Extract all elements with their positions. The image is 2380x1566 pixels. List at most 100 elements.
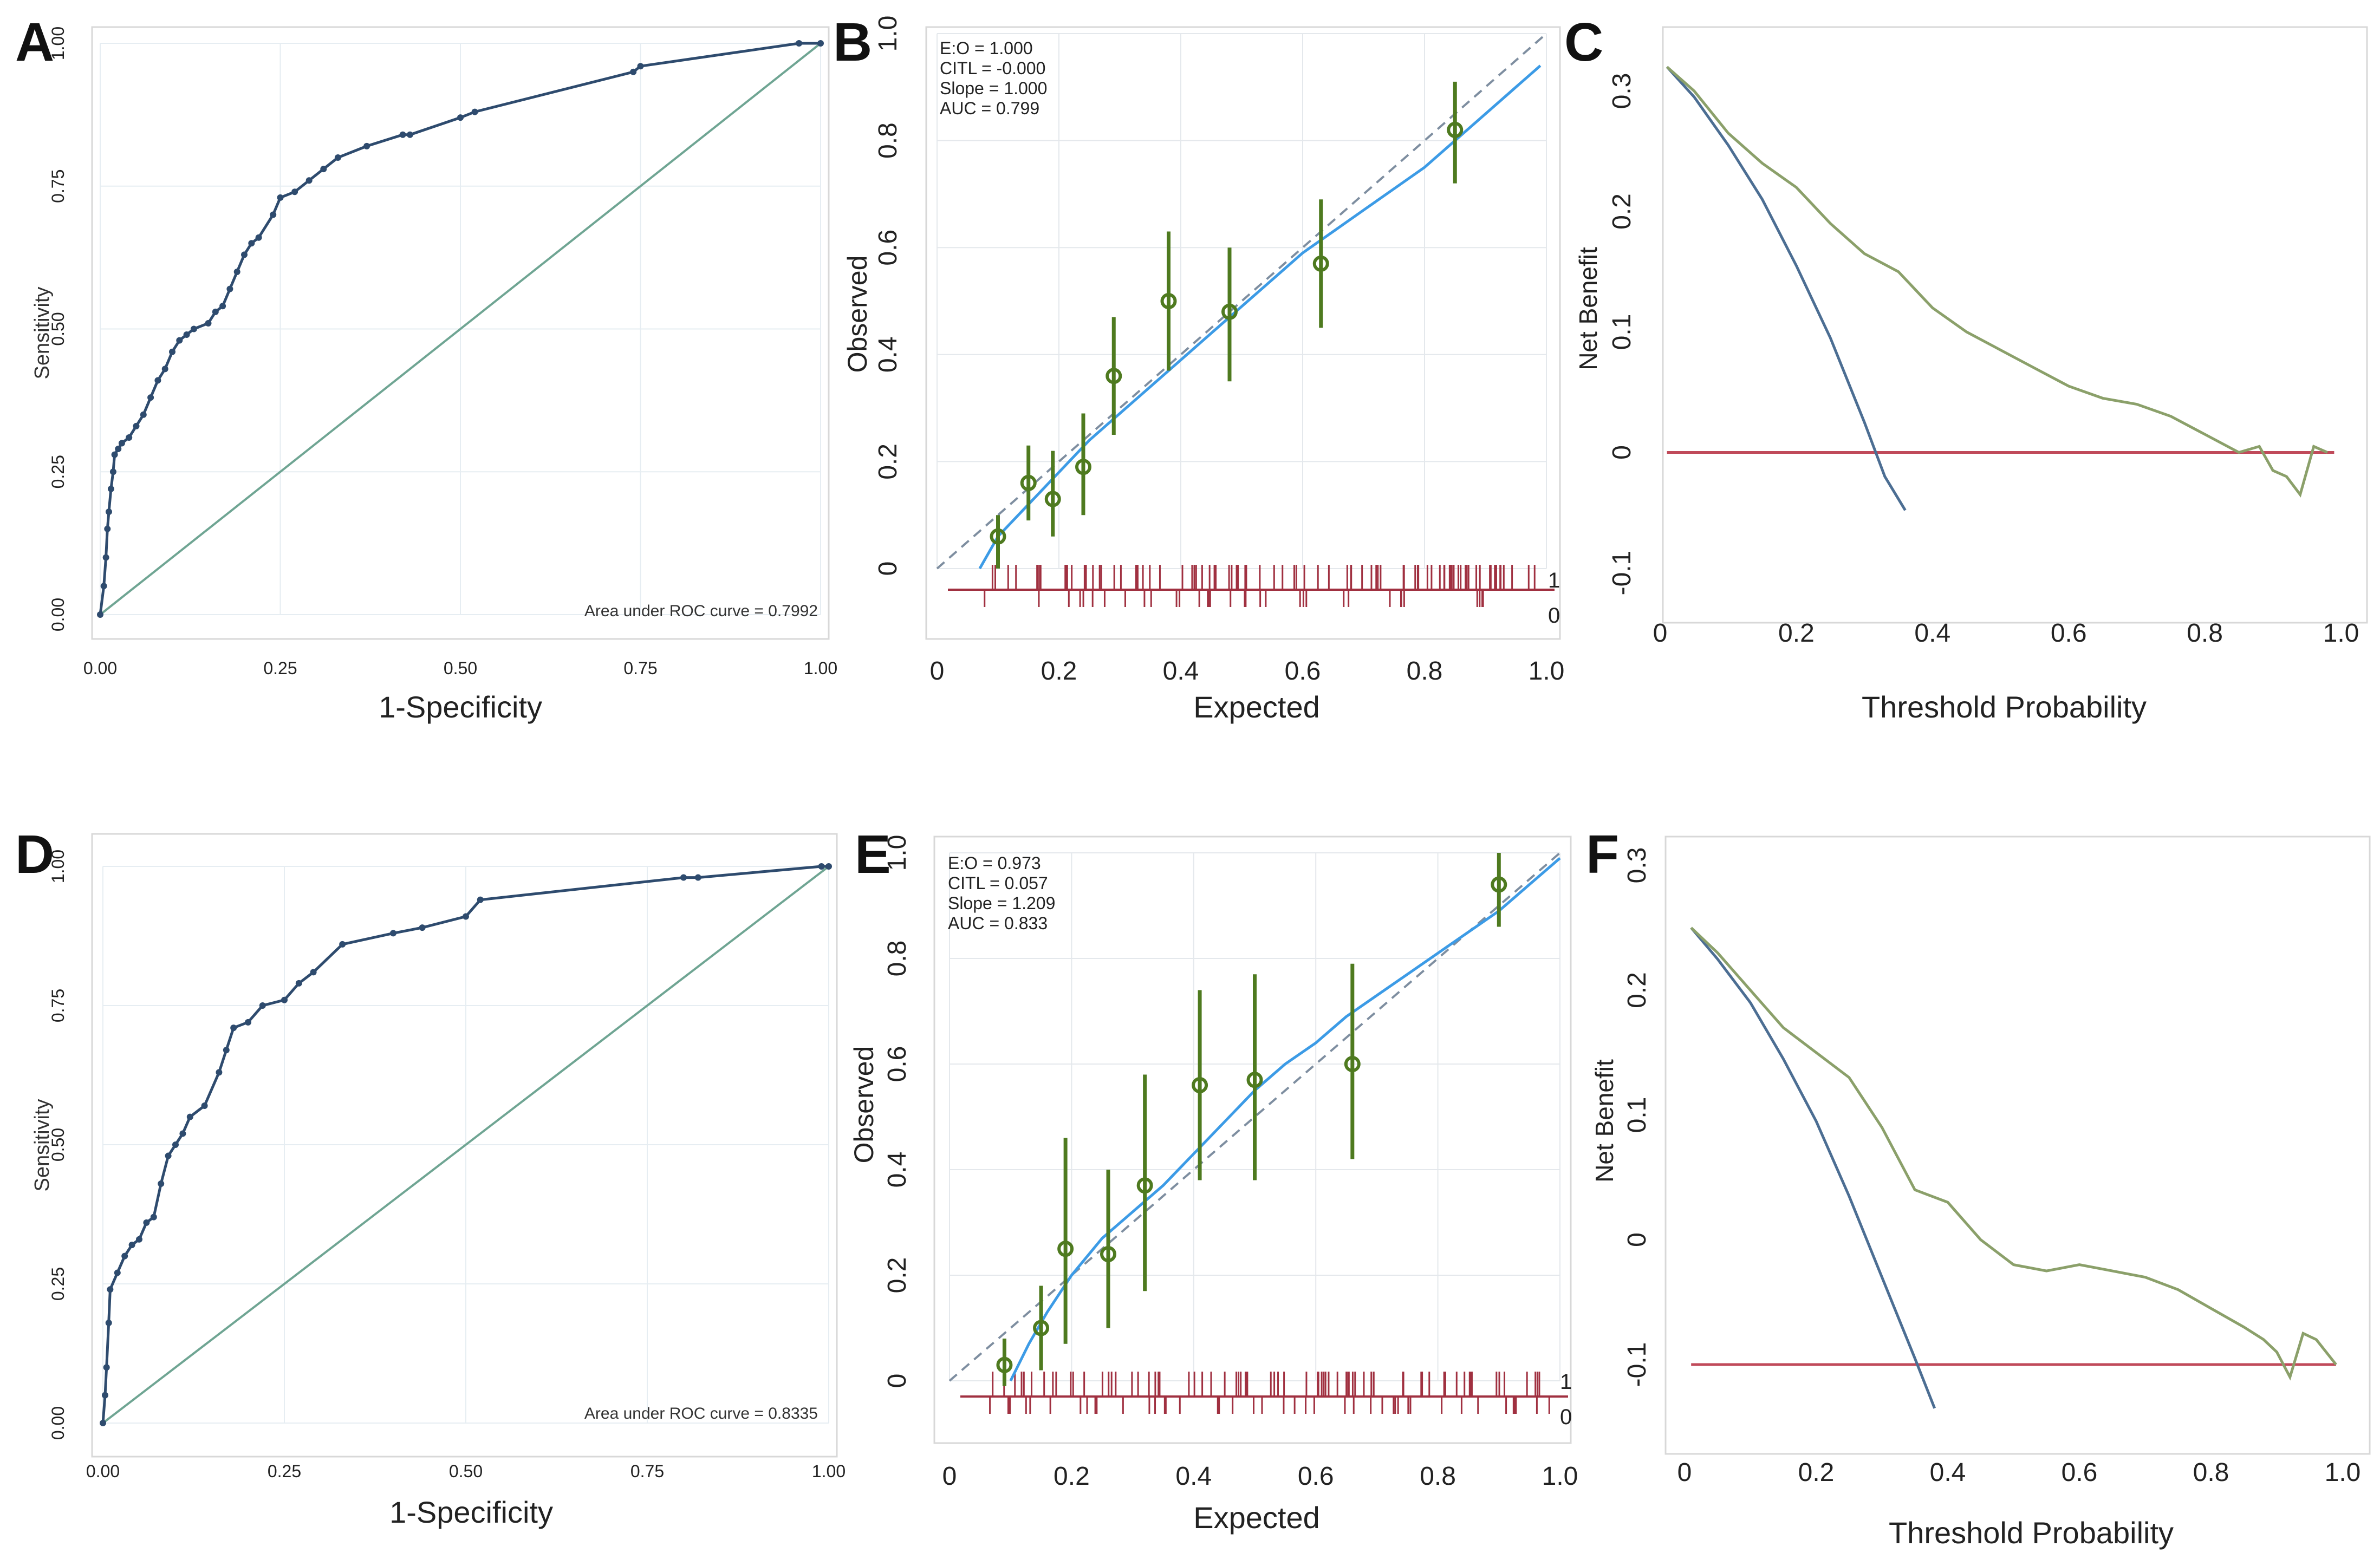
- roc-point: [205, 319, 212, 327]
- y-axis-label: Net Benefit: [1590, 1059, 1618, 1183]
- x-tick-labels: 0.00 0.25 0.50 0.75 1.00: [86, 1461, 846, 1481]
- group-point: [1044, 491, 1061, 507]
- model-curve: [1666, 66, 2328, 498]
- x-tick-label: 1.00: [804, 658, 837, 678]
- x-tick-label: 0.6: [2062, 1458, 2098, 1487]
- roc-point: [115, 446, 122, 453]
- x-tick-label: 0.8: [2187, 619, 2223, 648]
- panel-label: D: [15, 824, 54, 885]
- y-axis-label: Observed: [842, 256, 873, 373]
- treat-all-curve: [1690, 926, 1936, 1409]
- roc-point: [172, 1141, 179, 1148]
- y-axis-label: Sensitivity: [31, 286, 54, 379]
- roc-point: [339, 941, 346, 948]
- group-point: [1447, 121, 1464, 138]
- panel-b: B 0 0.2 0.4 0.6 0.8 1.0 0 0.2 0.4 0.6 0.8 1.0 E:O …: [833, 12, 1564, 724]
- roc-point: [201, 1102, 208, 1110]
- x-tick-label: 1.0: [2325, 1458, 2361, 1487]
- roc-point: [680, 874, 687, 881]
- x-tick-label: 0.4: [1163, 657, 1199, 686]
- y-tick-labels: 0.00 0.25 0.50 0.75 1.00: [48, 850, 68, 1440]
- rug-label-0: 0: [1560, 1405, 1572, 1429]
- roc-point: [114, 1269, 121, 1276]
- y-tick-label: 0: [1623, 1232, 1651, 1247]
- roc-point: [694, 874, 701, 881]
- calibration-series: [948, 852, 1561, 1386]
- y-tick-labels: -0.1 0 0.1 0.2 0.3: [1623, 847, 1651, 1387]
- smoothed-curve: [978, 64, 1542, 570]
- rug-label-1: 1: [1560, 1370, 1572, 1394]
- panel-a: A 0.00 0.25 0.50 0.75 1.00 0.00 0.25 0.50 0.75 1…: [15, 12, 837, 724]
- group-point: [1033, 1320, 1050, 1336]
- x-axis-label: 1-Specificity: [379, 690, 542, 724]
- x-tick-label: 0.4: [1914, 619, 1950, 648]
- roc-point: [363, 142, 370, 149]
- roc-point: [190, 325, 197, 332]
- stat-auc: AUC = 0.799: [940, 99, 1039, 118]
- roc-point: [223, 1047, 230, 1054]
- roc-point: [143, 1219, 150, 1226]
- roc-point: [796, 40, 803, 47]
- roc-point: [419, 924, 426, 931]
- roc-point: [825, 863, 832, 870]
- decision-curve-series: [1666, 66, 2335, 511]
- y-tick-label: 0: [883, 1374, 912, 1388]
- group-point: [1100, 1246, 1117, 1262]
- roc-point: [241, 251, 248, 258]
- treat-all-curve: [1666, 66, 1907, 511]
- roc-point: [818, 863, 825, 870]
- panel-label: F: [1586, 824, 1619, 885]
- panel-c: C 0 0.2 0.4 0.6 0.8 1.0 -0.1 0 0.1 0.2 0.3 Thresh…: [1564, 12, 2368, 724]
- y-tick-label: 1.0: [883, 835, 912, 871]
- roc-point: [100, 583, 107, 590]
- roc-point: [133, 422, 140, 429]
- group-point: [1312, 255, 1329, 272]
- roc-point: [305, 177, 313, 184]
- y-tick-label: 0.2: [1608, 193, 1636, 230]
- y-tick-label: 0.2: [874, 443, 902, 480]
- roc-point: [102, 1392, 109, 1399]
- rug-label-1: 1: [1548, 569, 1560, 592]
- roc-point: [259, 1002, 266, 1009]
- roc-point: [233, 269, 240, 275]
- y-tick-label: 0.75: [48, 989, 68, 1022]
- x-tick-label: 1.0: [2323, 619, 2359, 648]
- rug-label-0: 0: [1548, 604, 1560, 628]
- roc-point: [147, 394, 154, 401]
- y-axis-label: Sensitivity: [31, 1099, 54, 1191]
- roc-point: [126, 434, 133, 441]
- y-tick-label: 0.1: [1623, 1097, 1651, 1133]
- smoothed-curve: [1009, 857, 1561, 1382]
- y-tick-label: 0.4: [883, 1152, 912, 1188]
- roc-point: [118, 440, 125, 447]
- y-tick-label: 0.6: [874, 230, 902, 266]
- reference-line: [102, 865, 830, 1424]
- x-tick-labels: 0.00 0.25 0.50 0.75 1.00: [83, 658, 837, 678]
- y-tick-labels: 0 0.2 0.4 0.6 0.8 1.0: [874, 16, 902, 576]
- y-tick-label: 0.2: [1623, 972, 1651, 1008]
- x-tick-labels: 0 0.2 0.4 0.6 0.8 1.0: [942, 1462, 1578, 1491]
- roc-point: [154, 377, 161, 384]
- y-tick-label: 0.25: [48, 1267, 68, 1301]
- roc-point: [158, 1180, 165, 1187]
- x-tick-label: 0.6: [1285, 657, 1321, 686]
- auc-annotation: Area under ROC curve = 0.8335: [584, 1405, 818, 1423]
- roc-point: [212, 308, 219, 315]
- y-tick-label: 0.3: [1623, 847, 1651, 884]
- roc-point: [291, 188, 298, 195]
- x-tick-label: 1.0: [1542, 1462, 1578, 1491]
- y-tick-label: 1.0: [874, 16, 902, 52]
- x-tick-label: 0.25: [268, 1461, 301, 1481]
- group-point: [996, 1356, 1013, 1373]
- roc-point: [103, 1364, 110, 1371]
- x-tick-label: 0.2: [1778, 619, 1815, 648]
- ideal-line: [948, 852, 1561, 1382]
- y-tick-label: 0: [874, 562, 902, 576]
- y-tick-labels: -0.1 0 0.1 0.2 0.3: [1608, 73, 1636, 596]
- panel-label: E: [855, 824, 891, 885]
- x-axis-label: 1-Specificity: [389, 1495, 553, 1529]
- x-tick-label: 0.2: [1798, 1458, 1835, 1487]
- roc-point: [111, 451, 118, 458]
- roc-point: [216, 1069, 223, 1076]
- roc-point: [270, 211, 277, 218]
